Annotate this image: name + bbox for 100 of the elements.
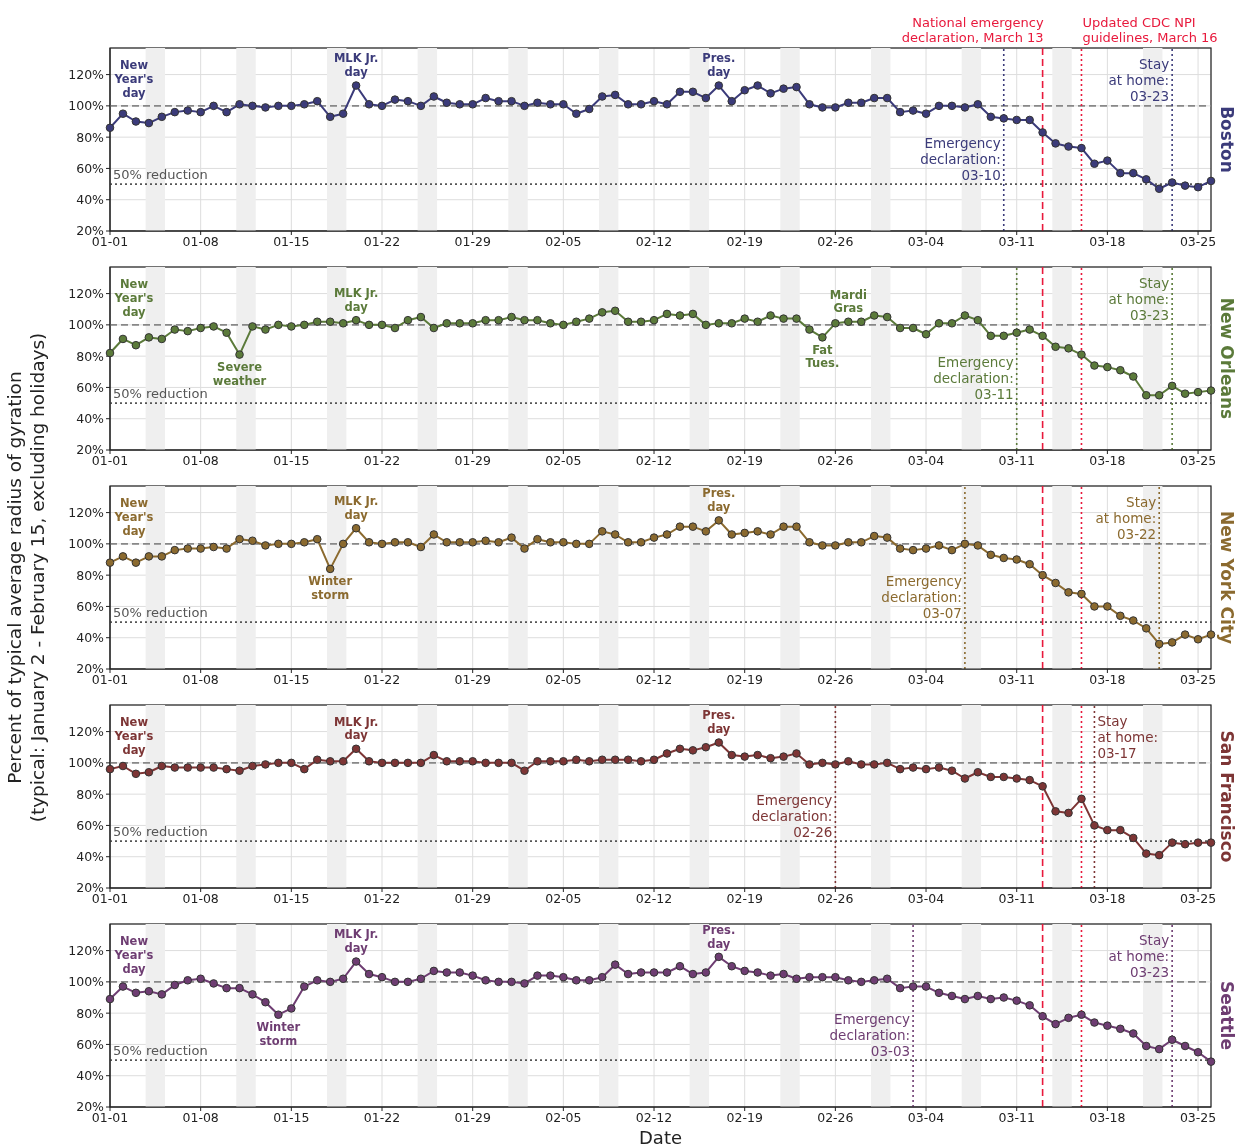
x-tick-label: 03-25: [1179, 671, 1217, 687]
text: Seattle: [1217, 981, 1238, 1050]
x-tick-label: 02-05: [545, 890, 582, 906]
ref-line-label: Updated CDC NPI guidelines, March 16: [1082, 14, 1218, 46]
x-tick-label: 03-18: [1089, 452, 1126, 468]
y-tick-label: 100%: [68, 755, 105, 771]
x-tick-label: 02-12: [635, 1109, 673, 1125]
y-tick-label: 120%: [68, 724, 105, 740]
x-tick-label: 03-25: [1179, 233, 1217, 249]
annotation: Winter storm: [308, 574, 353, 602]
x-tick-label: 03-11: [998, 452, 1035, 468]
ref-line-label: National emergency declaration, March 13: [901, 14, 1044, 46]
annotation: New Year's day: [113, 714, 154, 757]
annotation: Pres. day: [702, 922, 736, 951]
annotation: MLK Jr. day: [333, 51, 379, 80]
x-tick-label: 02-19: [726, 452, 763, 468]
annotation: MLK Jr. day: [333, 286, 379, 314]
annotation: New Year's day: [113, 57, 154, 100]
x-tick-label: 03-18: [1089, 671, 1126, 687]
ref-line-label: Emergency declaration: 03-03: [829, 1010, 911, 1060]
x-tick-label: 02-05: [545, 671, 582, 687]
y-axis-title: Percent of typical average radius of gyration (typical: January 2 - February 15, excluding holidays): [4, 332, 48, 823]
annotation: Severe weather: [212, 359, 267, 388]
x-tick-label: 03-18: [1089, 1109, 1126, 1125]
x-tick-label: 01-15: [273, 1109, 310, 1125]
y-tick-label: 40%: [76, 411, 105, 427]
x-tick-label: 03-11: [998, 890, 1035, 906]
ref-line-label: 50% reduction: [113, 1043, 208, 1059]
x-tick-label: 03-25: [1179, 1109, 1217, 1125]
annotation: Pres. day: [702, 486, 736, 515]
y-tick-label: 120%: [68, 67, 105, 83]
ref-line-label: Emergency declaration: 02-26: [751, 791, 833, 841]
y-tick-label: 40%: [76, 1068, 105, 1084]
x-tick-label: 03-11: [998, 233, 1035, 249]
text: Boston: [1217, 106, 1238, 173]
y-tick-label: 80%: [76, 129, 105, 145]
x-tick-label: 02-19: [726, 671, 763, 687]
y-tick-label: 80%: [76, 348, 105, 364]
x-tick-label: 03-04: [907, 671, 945, 687]
annotation: Winter storm: [256, 1019, 301, 1048]
x-tick-label: 02-26: [817, 452, 854, 468]
x-tick-label: 01-08: [182, 1109, 219, 1125]
ref-line-label: Stay at home: 03-23: [1108, 55, 1170, 105]
y-tick-label: 40%: [76, 192, 105, 208]
x-tick-label: 01-08: [182, 452, 219, 468]
y-tick-label: 120%: [68, 943, 105, 959]
x-tick-label: 02-12: [635, 452, 673, 468]
x-tick-label: 02-26: [817, 671, 854, 687]
y-tick-label: 100%: [68, 974, 105, 990]
x-tick-label: 02-05: [545, 1109, 582, 1125]
x-tick-label: 01-08: [182, 671, 219, 687]
y-tick-label: 120%: [68, 286, 105, 302]
y-tick-label: 120%: [68, 505, 105, 521]
x-tick-label: 03-04: [907, 890, 945, 906]
x-tick-label: 02-12: [635, 233, 673, 249]
x-tick-label: 02-05: [545, 452, 582, 468]
x-tick-label: 03-04: [907, 233, 945, 249]
annotation: MLK Jr. day: [333, 714, 379, 743]
y-tick-label: 80%: [76, 567, 105, 583]
y-tick-label: 40%: [76, 849, 105, 865]
y-tick-label: 60%: [76, 1036, 105, 1052]
annotation: MLK Jr. day: [333, 927, 379, 956]
x-tick-label: 01-15: [273, 890, 310, 906]
ref-line-label: 50% reduction: [113, 605, 208, 621]
ref-line-label: Stay at home: 03-22: [1095, 493, 1157, 543]
y-tick-label: 100%: [68, 317, 105, 333]
x-tick-label: 02-19: [726, 233, 763, 249]
x-tick-label: 01-15: [273, 452, 310, 468]
annotation: New Year's day: [113, 495, 154, 538]
y-tick-label: 100%: [68, 98, 105, 114]
ref-line-label: Stay at home: 03-17: [1097, 712, 1159, 762]
y-tick-label: 60%: [76, 598, 105, 614]
y-tick-label: 100%: [68, 536, 105, 552]
x-tick-label: 01-29: [454, 233, 491, 249]
x-tick-label: 01-15: [273, 671, 310, 687]
ref-line-label: Emergency declaration: 03-07: [881, 572, 962, 622]
x-tick-label: 03-25: [1179, 890, 1217, 906]
annotation: Pres. day: [702, 51, 736, 80]
x-tick-label: 02-26: [817, 1109, 854, 1125]
x-tick-label: 03-04: [907, 452, 945, 468]
annotation: MLK Jr. day: [333, 494, 379, 522]
text: New York City: [1217, 511, 1238, 644]
x-tick-label: 02-19: [726, 890, 763, 906]
ref-line-label: 50% reduction: [113, 824, 208, 840]
x-tick-label: 01-08: [182, 233, 219, 249]
y-tick-label: 60%: [76, 379, 105, 395]
y-tick-label: 40%: [76, 630, 105, 646]
x-tick-label: 01-29: [454, 452, 491, 468]
ref-line-label: Emergency declaration: 03-11: [933, 353, 1014, 403]
x-tick-label: 02-12: [635, 890, 673, 906]
x-tick-label: 02-19: [726, 1109, 763, 1125]
x-tick-label: 03-18: [1089, 233, 1126, 249]
annotation: New Year's day: [113, 277, 154, 319]
x-tick-label: 01-22: [363, 452, 401, 468]
ref-line-label: Emergency declaration: 03-10: [920, 134, 1001, 184]
y-tick-label: 80%: [76, 786, 105, 802]
x-tick-label: 01-22: [363, 1109, 401, 1125]
annotation: Pres. day: [702, 708, 736, 737]
x-tick-label: 01-29: [454, 671, 491, 687]
annotation: New Year's day: [113, 933, 154, 976]
